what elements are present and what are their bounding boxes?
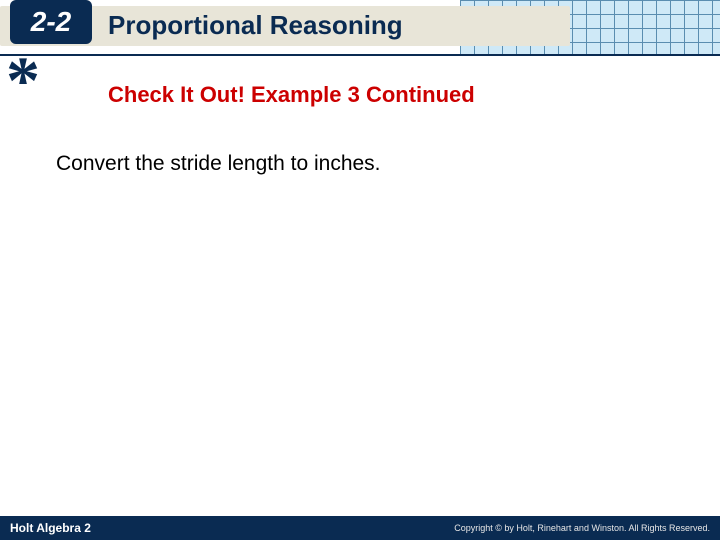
slide-header: 2-2 Proportional Reasoning [0,0,720,55]
footer-book-title: Holt Algebra 2 [10,521,91,535]
instruction-text: Convert the stride length to inches. [56,152,381,176]
header-divider [0,54,720,56]
section-number: 2-2 [10,0,92,44]
lesson-title: Proportional Reasoning [108,10,403,41]
footer-copyright: Copyright © by Holt, Rinehart and Winsto… [454,523,710,533]
example-subtitle: Check It Out! Example 3 Continued [108,82,475,108]
slide-footer: Holt Algebra 2 Copyright © by Holt, Rine… [0,516,720,540]
asterisk-icon: * [6,46,40,114]
